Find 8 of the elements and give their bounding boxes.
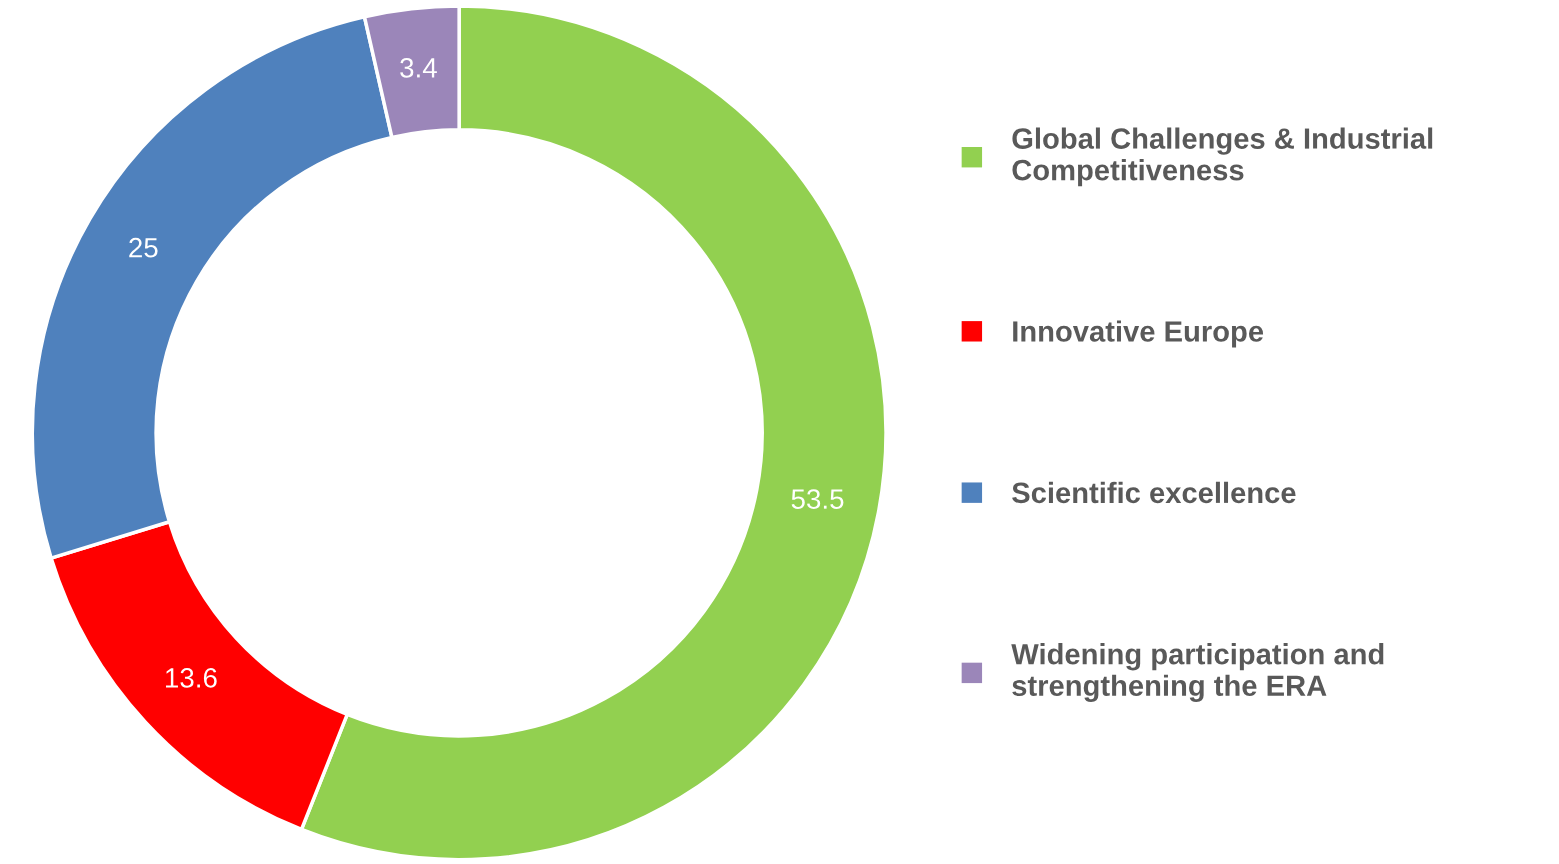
legend-label: Scientific excellence: [1012, 481, 1296, 504]
data-label: 53.5: [791, 489, 844, 509]
legend-label: Global Challenges & Industrial Competitiveness: [1012, 127, 1433, 187]
legend-label: Widening participation and strengthening the ERA: [1011, 643, 1384, 702]
data-label: 13.6: [166, 668, 217, 688]
legend-label: Innovative Europe: [1013, 320, 1264, 348]
data-label: 25: [129, 237, 158, 258]
data-label: 3.4: [400, 58, 437, 78]
